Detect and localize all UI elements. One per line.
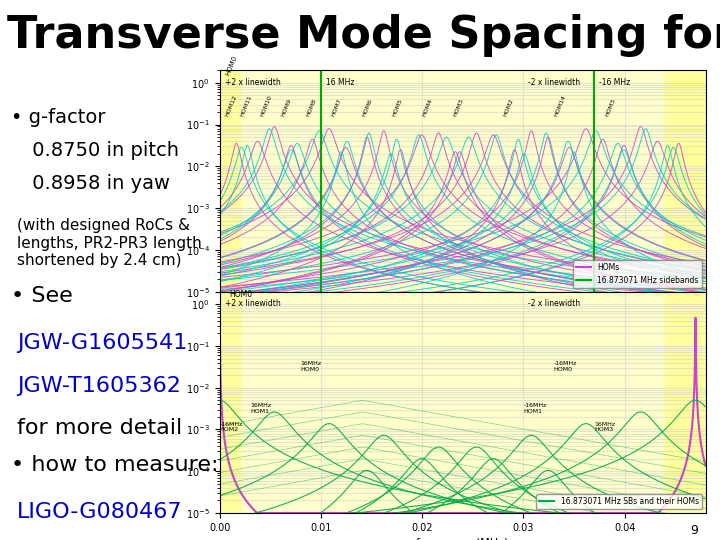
Text: -2 x linewidth: -2 x linewidth [528,78,580,87]
Text: HOM6: HOM6 [361,98,373,117]
Legend: 16.873071 MHz SBs and their HOMs: 16.873071 MHz SBs and their HOMs [536,494,702,509]
Text: LIGO-G080467: LIGO-G080467 [17,502,183,522]
Text: HOM7: HOM7 [331,98,343,117]
Text: 0.8750 in pitch: 0.8750 in pitch [26,140,179,160]
Text: 16MHz
HOM0: 16MHz HOM0 [301,361,322,372]
Text: -2 x linewidth: -2 x linewidth [528,299,580,308]
Text: HOM3: HOM3 [604,98,616,117]
Text: • how to measure:: • how to measure: [11,455,218,475]
Text: 9: 9 [690,524,698,537]
Text: -16MHz
HOM0: -16MHz HOM0 [554,361,577,372]
Text: • See: • See [11,286,73,306]
Text: -16MHz
HOM2: -16MHz HOM2 [220,422,243,433]
Text: (with designed RoCs &
lengths, PR2-PR3 length
shortened by 2.4 cm): (with designed RoCs & lengths, PR2-PR3 l… [17,218,202,268]
Bar [220,70,240,292]
Bar [665,292,706,513]
Text: HOM9: HOM9 [280,98,292,117]
Text: JGW-G1605541: JGW-G1605541 [17,333,188,353]
Text: HOM11: HOM11 [240,94,253,117]
Text: HOM12: HOM12 [225,94,238,117]
Text: 16MHz
HOM1: 16MHz HOM1 [250,403,271,414]
Text: -16MHz
HOM1: -16MHz HOM1 [523,403,546,414]
Text: +2 x linewidth: +2 x linewidth [225,78,280,87]
Text: -16 MHz: -16 MHz [599,78,631,87]
Text: HOM3: HOM3 [452,98,464,117]
Text: HOM5: HOM5 [392,98,403,117]
Text: • g-factor: • g-factor [11,108,105,127]
Text: JGW-T1605362: JGW-T1605362 [17,376,181,396]
Text: HOM0: HOM0 [230,290,253,299]
Text: Transverse Mode Spacing for PRMI: Transverse Mode Spacing for PRMI [7,14,720,57]
Bar [665,70,706,292]
Text: for more detail: for more detail [17,418,183,438]
Text: HOM14: HOM14 [554,94,567,117]
Bar [220,292,240,513]
Text: HOM10: HOM10 [260,94,274,117]
X-axis label: frequency (MHz): frequency (MHz) [416,538,509,540]
Text: +2 x linewidth: +2 x linewidth [225,299,280,308]
Text: 16 MHz: 16 MHz [326,78,354,87]
Text: HOM2: HOM2 [503,98,515,117]
Text: HOM0: HOM0 [225,55,238,77]
Text: 16MHz
HOM3: 16MHz HOM3 [594,422,616,433]
Legend: HOMs, 16.873071 MHz sidebands: HOMs, 16.873071 MHz sidebands [573,260,702,288]
Text: 0.8958 in yaw: 0.8958 in yaw [26,173,170,193]
Text: HOM4: HOM4 [422,98,434,117]
Text: HOM8: HOM8 [306,98,318,117]
